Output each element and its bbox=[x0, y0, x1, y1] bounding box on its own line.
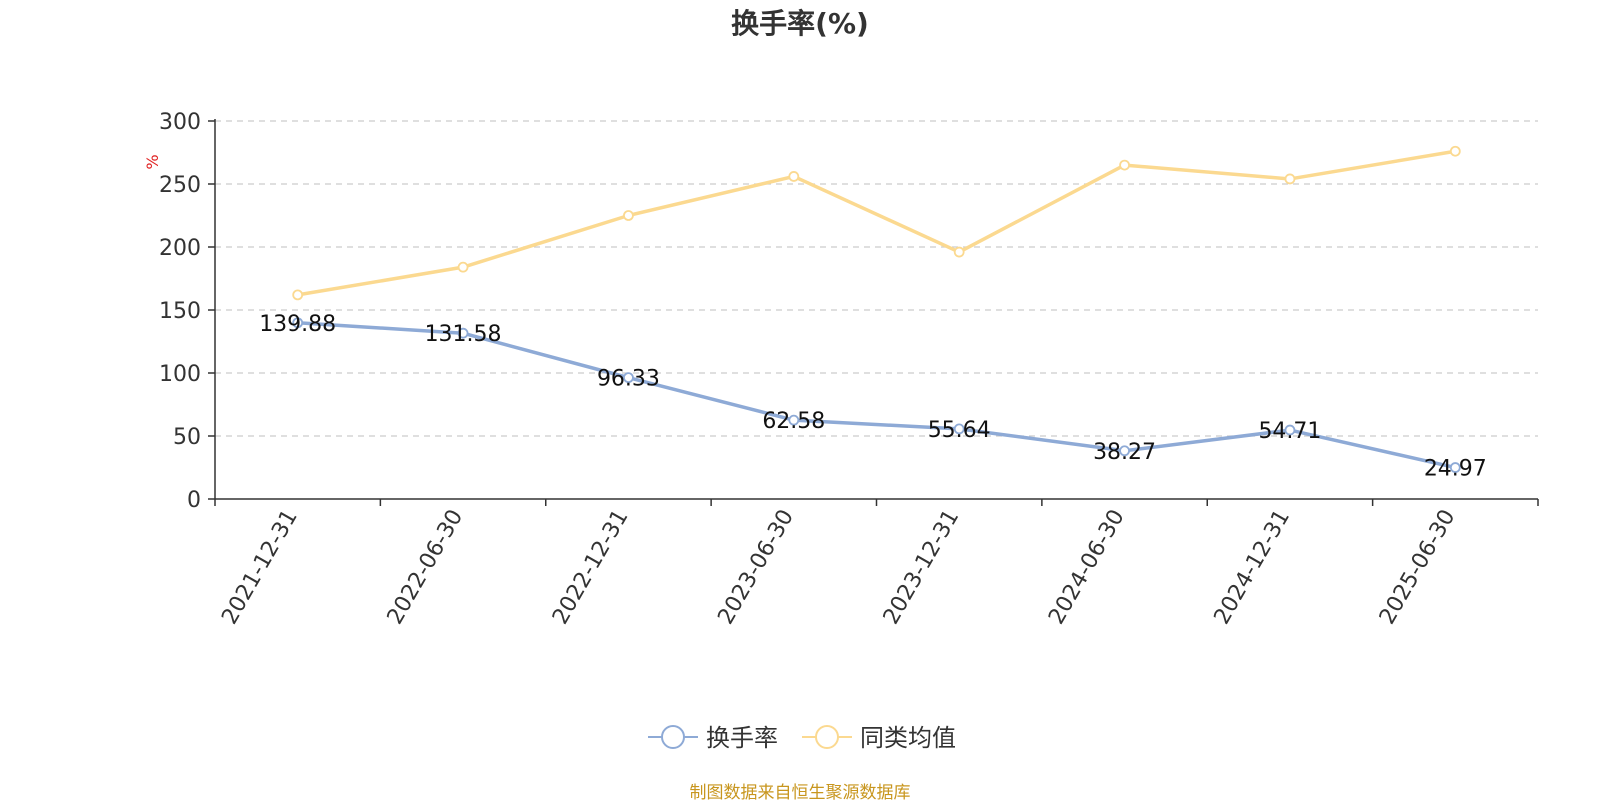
data-point bbox=[788, 171, 800, 182]
series-line bbox=[297, 321, 1456, 470]
y-tick-label: 200 bbox=[159, 236, 201, 261]
data-label: 139.88 bbox=[259, 312, 336, 337]
data-point bbox=[457, 261, 469, 273]
data-point bbox=[1119, 159, 1130, 171]
data-point bbox=[1449, 145, 1461, 157]
data-label: 24.97 bbox=[1424, 457, 1487, 482]
y-tick-label: 100 bbox=[159, 362, 201, 387]
x-tick-label: 2022-12-31 bbox=[548, 506, 634, 629]
series bbox=[292, 145, 1461, 473]
x-tick-label: 2025-06-30 bbox=[1375, 506, 1461, 629]
data-point bbox=[1284, 173, 1296, 185]
x-tick-label: 2023-12-31 bbox=[879, 506, 965, 629]
data-point bbox=[1449, 462, 1461, 473]
data-label: 62.58 bbox=[762, 409, 825, 434]
x-tick-label: 2024-12-31 bbox=[1210, 506, 1296, 629]
data-point bbox=[457, 327, 469, 339]
y-tick-label: 300 bbox=[159, 110, 201, 135]
legend-item[interactable]: 同类均值 bbox=[802, 724, 956, 752]
y-tick-label: 0 bbox=[187, 488, 201, 513]
axes: 0 50 100 150 200 250 300 2021-12-31 2022-06-30 20… bbox=[159, 110, 1539, 629]
data-point bbox=[292, 289, 304, 301]
data-point bbox=[1119, 445, 1130, 457]
legend-marker bbox=[661, 725, 685, 749]
y-tick-label: 150 bbox=[159, 299, 201, 324]
data-point bbox=[1284, 424, 1296, 436]
data-point bbox=[953, 423, 965, 435]
legend-item[interactable]: 换手率 bbox=[648, 724, 778, 752]
data-label: 54.71 bbox=[1258, 419, 1321, 444]
data-point bbox=[953, 246, 965, 258]
data-label: 38.27 bbox=[1093, 440, 1156, 465]
data-point bbox=[788, 414, 800, 426]
data-point bbox=[292, 317, 304, 329]
data-label: 55.64 bbox=[928, 418, 991, 443]
data-labels: 139.88 131.58 96.33 62.58 55.64 38.27 54.71 24.… bbox=[259, 312, 1487, 482]
y-axis-label: % bbox=[143, 154, 162, 169]
legend-label: 换手率 bbox=[706, 724, 778, 752]
legend[interactable]: 换手率 同类均值 bbox=[648, 724, 956, 752]
x-tick-label: 2024-06-30 bbox=[1044, 506, 1130, 629]
y-tick-label: 50 bbox=[173, 425, 201, 450]
data-point bbox=[623, 372, 634, 384]
legend-label: 同类均值 bbox=[860, 724, 956, 752]
data-point bbox=[623, 210, 634, 221]
gridlines bbox=[215, 120, 1538, 437]
data-label: 96.33 bbox=[597, 367, 660, 392]
data-label: 131.58 bbox=[425, 322, 502, 347]
y-tick-label: 250 bbox=[159, 173, 201, 198]
chart-title: 换手率(%) bbox=[731, 7, 869, 40]
x-tick-label: 2023-06-30 bbox=[713, 506, 799, 629]
source-note: 制图数据来自恒生聚源数据库 bbox=[689, 783, 911, 803]
series-line bbox=[297, 149, 1456, 297]
x-tick-label: 2022-06-30 bbox=[383, 506, 469, 629]
x-tick-label: 2021-12-31 bbox=[217, 506, 303, 629]
legend-marker bbox=[815, 725, 839, 749]
